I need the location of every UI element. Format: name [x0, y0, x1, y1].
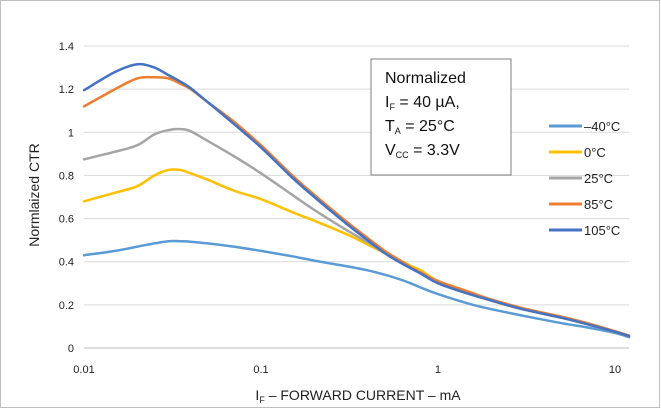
x-axis-title-main: I: [255, 387, 259, 403]
x-tick-label: 0.01: [73, 364, 94, 376]
annotation-line: IF = 40 µA,: [385, 94, 460, 112]
y-tick-label: 0.6: [59, 214, 74, 226]
y-tick-label: 0.4: [59, 257, 74, 269]
x-tick-labels: 0.01 0.1 1 10: [73, 364, 621, 376]
x-axis-title-sub: F: [259, 395, 265, 405]
x-axis-title-rest: – FORWARD CURRENT – mA: [265, 387, 461, 403]
annotation-box: Normalized IF = 40 µA, TA = 25°C VCC = 3…: [370, 58, 512, 176]
series-line: [82, 62, 631, 338]
legend-label: 0°C: [584, 145, 606, 160]
y-tick-label: 0: [68, 343, 74, 355]
x-tick-label: 0.1: [253, 364, 268, 376]
series-line: [82, 75, 631, 337]
series-line: [82, 239, 631, 339]
legend-label: 25°C: [584, 171, 613, 186]
annotation-line: TA = 25°C: [385, 118, 455, 136]
legend-label: 85°C: [584, 197, 613, 212]
x-axis-title: IF – FORWARD CURRENT – mA: [255, 387, 461, 405]
y-tick-label: 0.2: [59, 300, 74, 312]
annotation-title: Normalized: [385, 70, 466, 87]
y-tick-label: 0.8: [59, 170, 74, 182]
y-tick-label: 1: [68, 127, 74, 139]
x-tick-label: 10: [609, 364, 621, 376]
x-tick-label: 1: [435, 364, 441, 376]
legend-label: 105°C: [584, 223, 620, 238]
annotation-line: VCC = 3.3V: [385, 142, 460, 160]
series-lines: [82, 62, 631, 339]
legend-label: –40°C: [584, 119, 620, 134]
y-tick-labels: 0 0.2 0.4 0.6 0.8 1 1.2 1.4: [59, 41, 74, 355]
series-line: [82, 168, 631, 338]
y-tick-label: 1.2: [59, 84, 74, 96]
grid-lines: [84, 45, 629, 306]
legend: –40°C 0°C 25°C 85°C 105°C: [549, 119, 620, 238]
y-axis-title: Normlaized CTR: [26, 143, 42, 246]
y-tick-label: 1.4: [59, 41, 74, 53]
